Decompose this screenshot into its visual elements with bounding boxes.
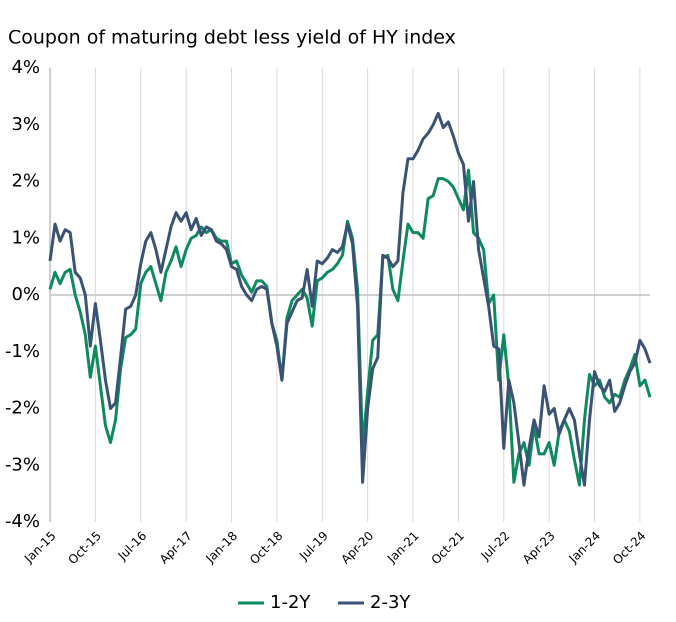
y-tick-label: 3% xyxy=(11,114,40,135)
x-tick-label: Oct-24 xyxy=(610,529,648,567)
series-line xyxy=(48,168,652,487)
y-tick-label: 1% xyxy=(11,227,40,248)
x-tick-label: Jul-16 xyxy=(115,529,150,564)
x-tick-label: Jan-21 xyxy=(384,529,422,567)
x-tick-label: Apr-23 xyxy=(520,529,558,567)
x-tick-label: Oct-18 xyxy=(247,529,285,567)
x-tick-label: Jul-19 xyxy=(296,529,331,564)
x-tick-label: Jul-22 xyxy=(478,529,513,564)
x-tick-label: Oct-15 xyxy=(66,529,104,567)
legend-label: 2-3Y xyxy=(370,592,411,613)
chart-title: Coupon of maturing debt less yield of HY… xyxy=(8,27,456,49)
y-tick-label: -3% xyxy=(5,454,40,475)
y-tick-label: 0% xyxy=(11,284,40,305)
y-tick-label: 2% xyxy=(11,171,40,192)
y-tick-label: -1% xyxy=(5,341,40,362)
series-line xyxy=(48,111,652,487)
legend-label: 1-2Y xyxy=(270,592,311,613)
x-tick-label: Jan-24 xyxy=(566,529,604,567)
x-tick-label: Apr-20 xyxy=(338,529,376,567)
y-tick-label: -2% xyxy=(5,398,40,419)
x-tick-label: Jan-15 xyxy=(21,529,59,567)
x-tick-label: Oct-21 xyxy=(429,529,467,567)
x-tick-label: Apr-17 xyxy=(157,529,195,567)
x-tick-label: Jan-18 xyxy=(203,529,241,567)
y-tick-label: -4% xyxy=(5,511,40,532)
y-tick-label: 4% xyxy=(11,57,40,78)
